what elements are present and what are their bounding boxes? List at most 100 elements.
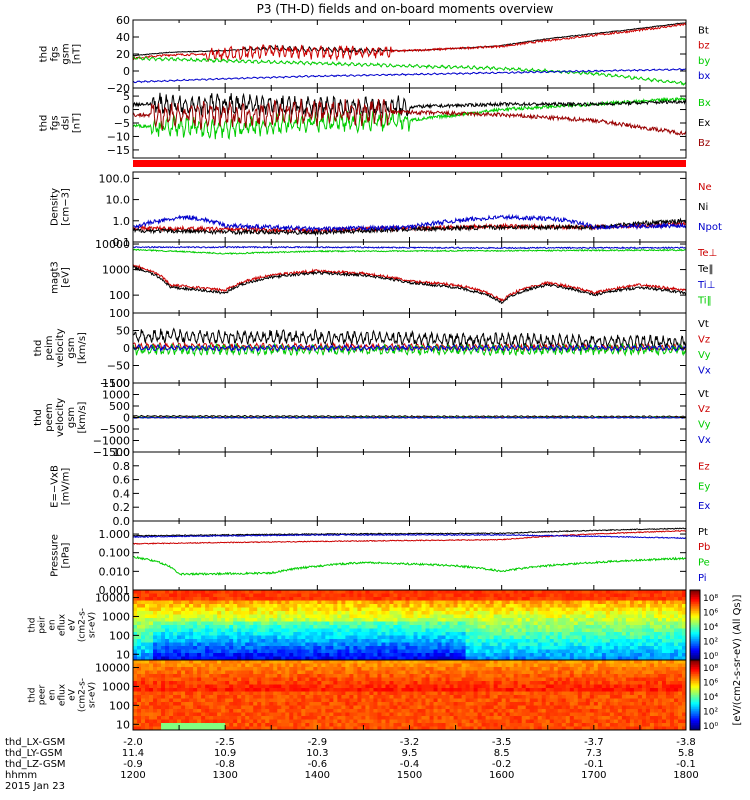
spectrogram-cell (285, 660, 290, 664)
spectrogram-cell (457, 628, 462, 633)
spectrogram-cell (461, 705, 466, 710)
spectrogram-cell (349, 621, 354, 626)
spectrogram-cell (285, 614, 290, 619)
spectrogram-cell (173, 677, 178, 682)
spectrogram-cell (317, 597, 322, 601)
spectrogram-cell (241, 719, 246, 724)
spectrogram-cell (429, 660, 434, 664)
spectrogram-cell (357, 684, 362, 689)
spectrogram-cell (481, 660, 487, 664)
spectrogram-cell (669, 656, 675, 661)
spectrogram-cell (385, 621, 390, 626)
spectrogram-cell (405, 656, 410, 661)
spectrogram-cell (461, 632, 466, 636)
spectrogram-cell (629, 646, 635, 650)
spectrogram-cell (385, 705, 390, 710)
spectrogram-cell (457, 607, 462, 612)
spectrogram-cell (313, 590, 318, 594)
spectrogram-cell (253, 688, 258, 692)
spectrogram-cell (437, 698, 442, 703)
spectrogram-cell (265, 677, 270, 682)
spectrogram-cell (361, 646, 366, 650)
spectrogram-cell (425, 702, 430, 706)
spectrogram-cell (421, 670, 426, 675)
spectrogram-cell (385, 649, 390, 654)
spectrogram-cell (609, 628, 615, 633)
spectrogram-cell (221, 712, 226, 717)
spectrogram-cell (141, 614, 146, 619)
spectrogram-cell (241, 649, 246, 654)
spectrogram-cell (201, 681, 206, 685)
spectrogram-cell (485, 607, 491, 612)
spectrogram-cell (437, 656, 442, 661)
spectrogram-cell (145, 653, 150, 657)
spectrogram-cell (241, 639, 246, 643)
spectrogram-cell (237, 632, 242, 636)
spectrogram-cell (229, 597, 234, 601)
spectrogram-cell (265, 635, 270, 640)
spectrogram-cell (193, 670, 198, 675)
spectrogram-cell (281, 677, 286, 682)
spectrogram-cell (553, 642, 559, 647)
spectrogram-cell (401, 677, 406, 682)
spectrogram-cell (345, 709, 350, 713)
spectrogram-cell (193, 688, 198, 692)
spectrogram-cell (325, 600, 330, 605)
spectrogram-cell (329, 656, 334, 661)
spectrogram-cell (577, 639, 583, 643)
spectrogram-cell (557, 604, 563, 608)
colorbar-cell (690, 637, 700, 640)
spectrogram-cell (361, 691, 366, 696)
spectrogram-cell (401, 716, 406, 720)
spectrogram-cell (201, 698, 206, 703)
spectrogram-cell (545, 618, 551, 622)
spectrogram-cell (461, 688, 466, 692)
spectrogram-cell (217, 684, 222, 689)
spectrogram-cell (425, 688, 430, 692)
spectrogram-cell (365, 716, 370, 720)
spectrogram-cell (209, 709, 214, 713)
spectrogram-cell (421, 649, 426, 654)
spectrogram-cell (545, 614, 551, 619)
spectrogram-cell (133, 607, 138, 612)
spectrogram-cell (497, 604, 503, 608)
spectrogram-cell (245, 656, 250, 661)
spectrogram-cell (469, 726, 475, 731)
spectrogram-cell (525, 639, 531, 643)
spectrogram-cell (169, 590, 174, 594)
spectrogram-cell (533, 590, 539, 594)
spectrogram-cell (477, 719, 483, 724)
spectrogram-cell (217, 691, 222, 696)
spectrogram-cell (137, 656, 142, 661)
spectrogram-cell (245, 723, 250, 727)
spectrogram-cell (149, 639, 154, 643)
spectrogram-cell (249, 621, 254, 626)
spectrogram-cell (213, 649, 218, 654)
spectrogram-cell (141, 590, 146, 594)
spectrogram-cell (269, 621, 274, 626)
spectrogram-cell (337, 628, 342, 633)
spectrogram-cell (529, 604, 535, 608)
spectrogram-cell (617, 646, 623, 650)
spectrogram-cell (225, 625, 230, 629)
spectrogram-cell (185, 670, 190, 675)
spectrogram-cell (209, 723, 214, 727)
spectrogram-cell (321, 628, 326, 633)
spectrogram-cell (257, 611, 262, 615)
spectrogram-cell (221, 635, 226, 640)
spectrogram-cell (409, 618, 414, 622)
spectrogram-cell (273, 653, 278, 657)
spectrogram-cell (277, 611, 282, 615)
spectrogram-cell (557, 635, 563, 640)
spectrogram-cell (221, 726, 226, 731)
spectrogram-cell (217, 705, 222, 710)
spectrogram-cell (641, 621, 647, 626)
spectrogram-cell (337, 723, 342, 727)
spectrogram-cell (245, 677, 250, 682)
spectrogram-cell (373, 656, 378, 661)
spectrogram-cell (177, 670, 182, 675)
spectrogram-cell (441, 709, 446, 713)
spectrogram-cell (393, 719, 398, 724)
spectrogram-cell (193, 653, 198, 657)
spectrogram-cell (381, 590, 386, 594)
